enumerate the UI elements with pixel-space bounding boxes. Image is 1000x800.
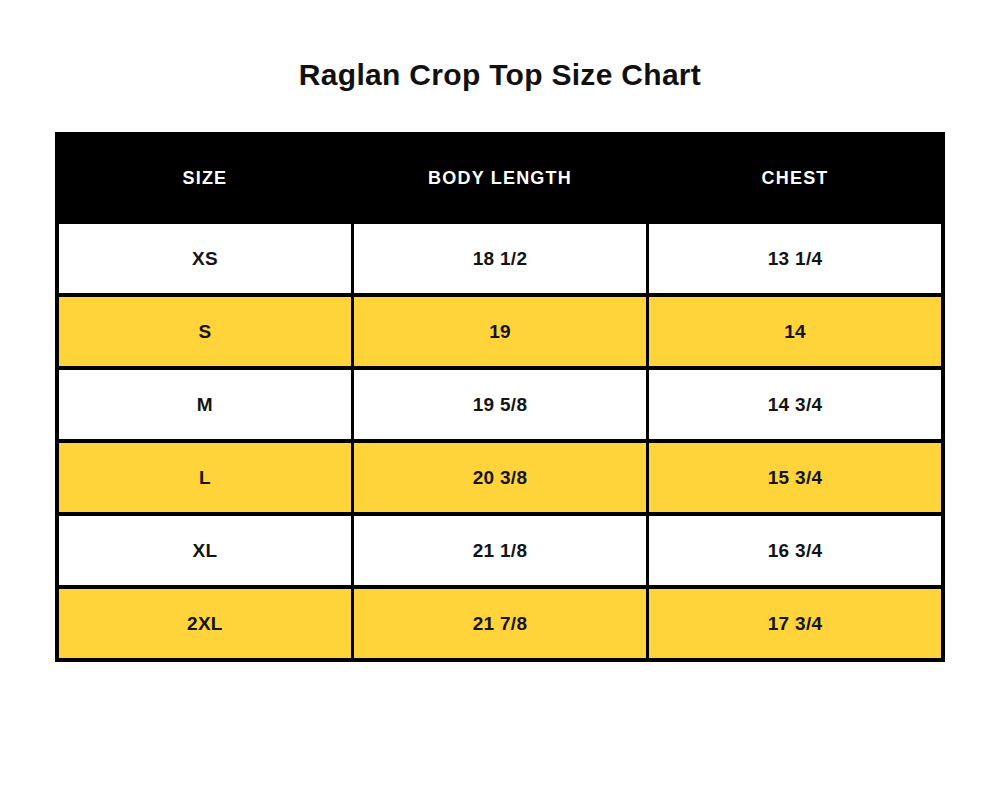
- body-length-cell: 19 5/8: [352, 368, 647, 441]
- header-row: SIZE BODY LENGTH CHEST: [57, 134, 943, 222]
- size-cell: XS: [57, 222, 352, 295]
- column-header-size: SIZE: [57, 134, 352, 222]
- size-cell: XL: [57, 514, 352, 587]
- body-length-cell: 21 7/8: [352, 587, 647, 660]
- size-cell: S: [57, 295, 352, 368]
- table-row-2xl: 2XL 21 7/8 17 3/4: [57, 587, 943, 660]
- table-row-l: L 20 3/8 15 3/4: [57, 441, 943, 514]
- page-title: Raglan Crop Top Size Chart: [0, 58, 1000, 92]
- size-cell: L: [57, 441, 352, 514]
- chest-cell: 14: [648, 295, 943, 368]
- chest-cell: 15 3/4: [648, 441, 943, 514]
- chest-cell: 16 3/4: [648, 514, 943, 587]
- size-chart-table: SIZE BODY LENGTH CHEST XS 18 1/2 13 1/4 …: [55, 132, 945, 662]
- table-row-xl: XL 21 1/8 16 3/4: [57, 514, 943, 587]
- column-header-body-length: BODY LENGTH: [352, 134, 647, 222]
- chest-cell: 14 3/4: [648, 368, 943, 441]
- table-row-xs: XS 18 1/2 13 1/4: [57, 222, 943, 295]
- body-length-cell: 19: [352, 295, 647, 368]
- body-length-cell: 21 1/8: [352, 514, 647, 587]
- chest-cell: 17 3/4: [648, 587, 943, 660]
- size-cell: M: [57, 368, 352, 441]
- body-length-cell: 20 3/8: [352, 441, 647, 514]
- size-chart-page: Raglan Crop Top Size Chart SIZE BODY LEN…: [0, 0, 1000, 800]
- size-cell: 2XL: [57, 587, 352, 660]
- column-header-chest: CHEST: [648, 134, 943, 222]
- table-row-m: M 19 5/8 14 3/4: [57, 368, 943, 441]
- chest-cell: 13 1/4: [648, 222, 943, 295]
- table-row-s: S 19 14: [57, 295, 943, 368]
- body-length-cell: 18 1/2: [352, 222, 647, 295]
